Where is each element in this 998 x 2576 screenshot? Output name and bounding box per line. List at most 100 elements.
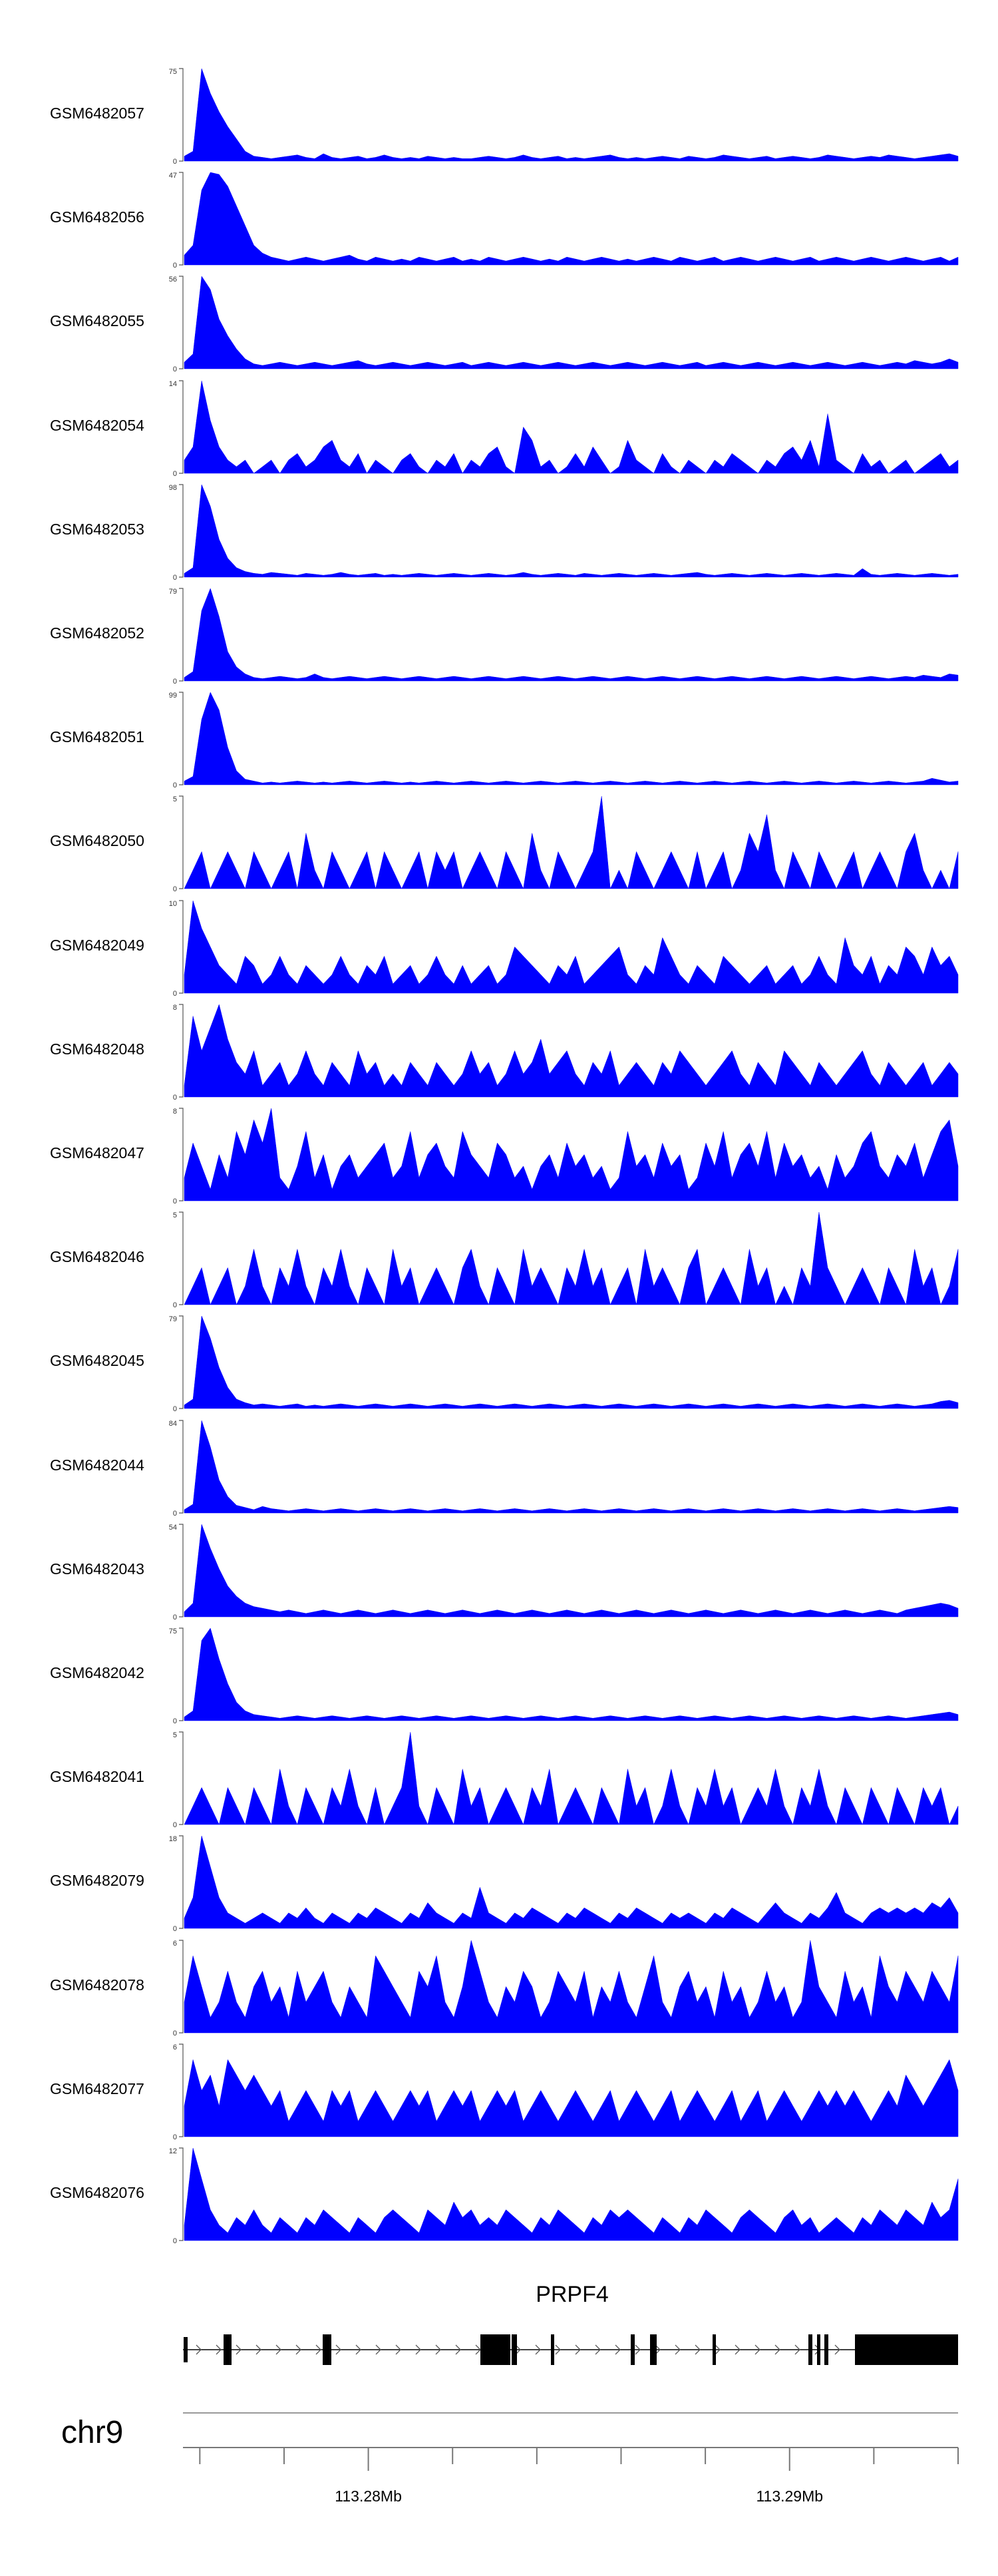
track-label: GSM6482054 (50, 416, 144, 434)
exon (855, 2334, 958, 2365)
exon (631, 2334, 635, 2365)
strand-chevron-icon (236, 2344, 242, 2355)
coverage-plot: 80 (173, 1004, 959, 1102)
y-min-label: 0 (173, 158, 177, 166)
coverage-area (184, 68, 959, 162)
y-axis (179, 692, 184, 785)
y-max-label: 54 (169, 1524, 177, 1532)
y-max-label: 18 (169, 1835, 177, 1843)
coverage-plot: 60 (173, 1940, 959, 2038)
y-axis (179, 588, 184, 682)
coverage-plot: 50 (173, 795, 959, 893)
y-axis (179, 899, 184, 994)
track-GSM6482041: GSM6482041 5 0 (0, 1730, 998, 1830)
track-GSM6482050: GSM6482050 5 0 (0, 794, 998, 894)
gene-model (183, 2334, 958, 2365)
strand-chevron-icon (675, 2344, 681, 2355)
track-label: GSM6482052 (50, 624, 144, 642)
track-label: GSM6482050 (50, 832, 144, 850)
track-label: GSM6482077 (50, 2079, 144, 2097)
y-axis (179, 1108, 184, 1201)
y-min-label: 0 (173, 470, 177, 478)
coverage-plot: 60 (173, 2043, 959, 2141)
coverage-area (184, 1108, 959, 1201)
strand-chevron-icon (635, 2344, 641, 2355)
strand-chevron-icon (715, 2344, 721, 2355)
strand-chevron-icon (595, 2344, 601, 2355)
strand-chevron-icon (335, 2344, 341, 2355)
y-axis (179, 484, 184, 578)
y-max-label: 79 (169, 1315, 177, 1323)
y-axis (179, 379, 184, 474)
coverage-area (184, 588, 959, 682)
coverage-area (184, 1732, 959, 1826)
strand-chevron-icon (774, 2344, 780, 2355)
coverage-area (184, 1627, 959, 1721)
y-axis (179, 1731, 184, 1825)
y-axis (179, 68, 184, 162)
coverage-plot: 99 0 (169, 692, 959, 789)
track-label: GSM6482045 (50, 1352, 144, 1370)
y-axis (179, 2147, 184, 2241)
y-axis (179, 1004, 184, 1098)
coverage-plot: 54 0 (169, 1524, 959, 1621)
y-max-label: 8 (173, 1004, 177, 1012)
coverage-plot: 50 (173, 1211, 959, 1309)
track-label: GSM6482053 (50, 520, 144, 538)
coverage-area (184, 172, 959, 266)
strand-chevron-icon (575, 2344, 581, 2355)
exon (817, 2334, 820, 2365)
strand-chevron-icon (295, 2344, 301, 2355)
strand-chevron-icon (216, 2344, 222, 2355)
y-axis (179, 795, 184, 889)
gene-annotation-region: PRPF4 chr9 113.28Mb 113.29Mb (61, 2282, 959, 2505)
coverage-plot: 84 0 (169, 1420, 959, 1518)
coverage-area (184, 380, 959, 474)
coverage-area (184, 1940, 959, 2033)
track-label: GSM6482051 (50, 728, 144, 746)
strand-chevron-icon (455, 2344, 461, 2355)
track-label: GSM6482055 (50, 312, 144, 330)
coverage-plot: 98 0 (169, 484, 959, 582)
coverage-plot: 75 0 (169, 1627, 959, 1725)
y-max-label: 12 (169, 2147, 177, 2155)
coverage-plot: 18 0 (169, 1835, 959, 1933)
track-GSM6482055: GSM6482055 56 0 (0, 274, 998, 374)
y-max-label: 98 (169, 484, 177, 492)
y-axis (179, 276, 184, 369)
y-min-label: 0 (173, 574, 177, 582)
y-max-label: 99 (169, 692, 177, 700)
track-label: GSM6482056 (50, 208, 144, 226)
exon (504, 2334, 510, 2365)
strand-chevron-icon (255, 2344, 261, 2355)
y-min-label: 0 (173, 2030, 177, 2038)
coverage-plot: 80 (173, 1108, 959, 1205)
y-axis (179, 1627, 184, 1721)
y-axis (179, 1211, 184, 1305)
strand-chevron-icon (695, 2344, 701, 2355)
track-label: GSM6482076 (50, 2184, 144, 2201)
exon (650, 2334, 657, 2365)
strand-chevron-icon (275, 2344, 281, 2355)
y-min-label: 0 (173, 885, 177, 893)
exon (824, 2334, 828, 2365)
track-GSM6482056: GSM6482056 47 0 (0, 170, 998, 270)
y-max-label: 8 (173, 1108, 177, 1116)
strand-chevron-icon (315, 2344, 321, 2355)
y-min-label: 0 (173, 1925, 177, 1933)
coverage-area (184, 692, 959, 785)
y-min-label: 0 (173, 1094, 177, 1102)
strand-chevron-icon (515, 2344, 521, 2355)
exon (713, 2334, 716, 2365)
y-min-label: 0 (173, 1717, 177, 1725)
strand-chevron-icon (615, 2344, 621, 2355)
track-label: GSM6482043 (50, 1560, 144, 1578)
coverage-area (184, 796, 959, 890)
track-GSM6482052: GSM6482052 79 0 (0, 586, 998, 686)
coverage-plot: 56 0 (169, 276, 959, 373)
strand-chevron-icon (735, 2344, 741, 2355)
exon (551, 2334, 554, 2365)
y-min-label: 0 (173, 1301, 177, 1309)
axis-tick-label: 113.29Mb (756, 2487, 823, 2505)
